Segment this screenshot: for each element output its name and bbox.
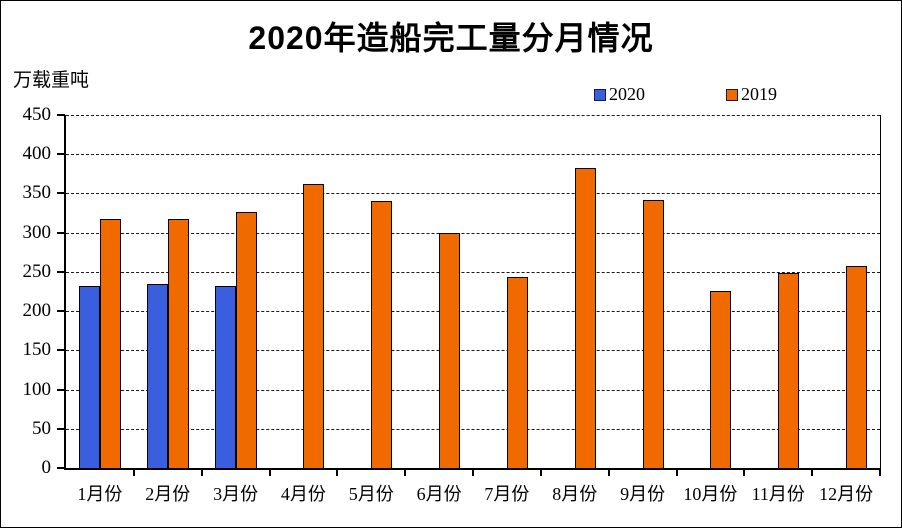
- y-axis-tick-350: [57, 192, 65, 195]
- x-tick-label-m7: 7月份: [484, 484, 530, 504]
- bar-2019-m12: [846, 266, 868, 468]
- bar-2020-m2: [146, 284, 168, 468]
- y-tick-label-350: 350: [22, 182, 52, 204]
- bar-2020-m3: [214, 286, 236, 468]
- y-axis-tick-150: [57, 349, 65, 352]
- gridline-200: [66, 311, 880, 313]
- y-tick-label-450: 450: [22, 104, 52, 125]
- y-tick-label-250: 250: [22, 260, 52, 282]
- gridline-250: [66, 271, 880, 273]
- y-axis-tick-50: [57, 427, 65, 430]
- bar-2019-m10: [710, 290, 732, 468]
- x-tick-label-m3: 3月份: [213, 484, 259, 504]
- y-axis-tick-200: [57, 310, 65, 313]
- gridline-450: [66, 115, 880, 116]
- chart-title: 2020年造船完工量分月情况: [248, 20, 654, 56]
- legend-swatch-2019-icon: [726, 88, 738, 101]
- x-axis-tick-4: [336, 470, 339, 476]
- gridline-400: [66, 154, 880, 156]
- x-tick-label-m10: 10月份: [683, 484, 738, 504]
- gridline-150: [66, 350, 880, 352]
- x-tick-label-m1: 1月份: [77, 484, 123, 504]
- bar-2019-m11: [778, 272, 800, 468]
- gridline-350: [66, 193, 880, 195]
- y-axis-tick-100: [57, 388, 65, 391]
- y-tick-label-100: 100: [22, 378, 52, 400]
- x-axis-tick-8: [607, 470, 610, 476]
- y-tick-label-50: 50: [32, 417, 51, 439]
- y-axis-tick-450: [57, 114, 65, 116]
- bar-2019-m8: [574, 168, 596, 468]
- gridline-100: [66, 389, 880, 391]
- legend-item-2020: 2020: [594, 84, 645, 105]
- bar-2019-m2: [167, 219, 189, 468]
- x-axis-tick-5: [404, 470, 407, 476]
- gridline-50: [66, 428, 880, 430]
- x-tick-label-m4: 4月份: [280, 484, 326, 504]
- y-axis-tick-250: [57, 270, 65, 273]
- legend-label-2020: 2020: [609, 84, 645, 104]
- bar-2020-m1: [78, 286, 100, 468]
- y-tick-label-200: 200: [22, 300, 52, 322]
- x-tick-label-m2: 2月份: [145, 484, 191, 504]
- x-axis-tick-7: [539, 470, 542, 476]
- y-axis-tick-400: [57, 153, 65, 156]
- x-tick-label-m11: 11月份: [751, 484, 805, 504]
- bar-2019-m9: [642, 199, 664, 468]
- x-axis-tick-12: [879, 470, 881, 476]
- bar-2019-m4: [303, 184, 325, 468]
- x-axis-tick-3: [268, 470, 271, 476]
- bar-2019-m6: [439, 233, 461, 468]
- bar-2019-m5: [371, 200, 393, 468]
- gridline-300: [66, 232, 880, 234]
- y-axis-unit-label: 万载重吨: [13, 70, 90, 91]
- x-tick-label-m5: 5月份: [348, 484, 394, 504]
- plot-area: 0 50 100 150 200 250 300 350 400 450 1月份 2月份 3月份 4月份 5…: [23, 105, 881, 504]
- x-tick-label-m8: 8月份: [552, 484, 598, 504]
- y-tick-label-150: 150: [22, 339, 52, 361]
- x-tick-label-m12: 12月份: [819, 484, 874, 504]
- legend-label-2019: 2019: [741, 84, 777, 104]
- bar-2019-m3: [235, 212, 257, 468]
- x-axis-tick-9: [675, 470, 678, 476]
- y-tick-label-0: 0: [41, 457, 52, 478]
- x-axis-tick-6: [472, 470, 474, 476]
- bar-2019-m7: [506, 276, 528, 468]
- x-axis-tick-10: [743, 470, 746, 476]
- y-axis-tick-300: [57, 231, 65, 234]
- legend-swatch-2020-icon: [594, 88, 606, 101]
- x-axis-tick-1: [132, 470, 135, 476]
- x-axis-tick-11: [811, 470, 814, 476]
- bar-2019-m1: [99, 219, 121, 468]
- legend-item-2019: 2019: [726, 84, 777, 105]
- y-tick-label-400: 400: [22, 143, 52, 165]
- y-tick-label-300: 300: [22, 221, 52, 243]
- x-tick-label-m6: 6月份: [416, 484, 462, 504]
- y-axis-tick-0: [57, 467, 65, 469]
- x-axis-tick-2: [200, 470, 203, 476]
- x-tick-label-m9: 9月份: [620, 484, 666, 504]
